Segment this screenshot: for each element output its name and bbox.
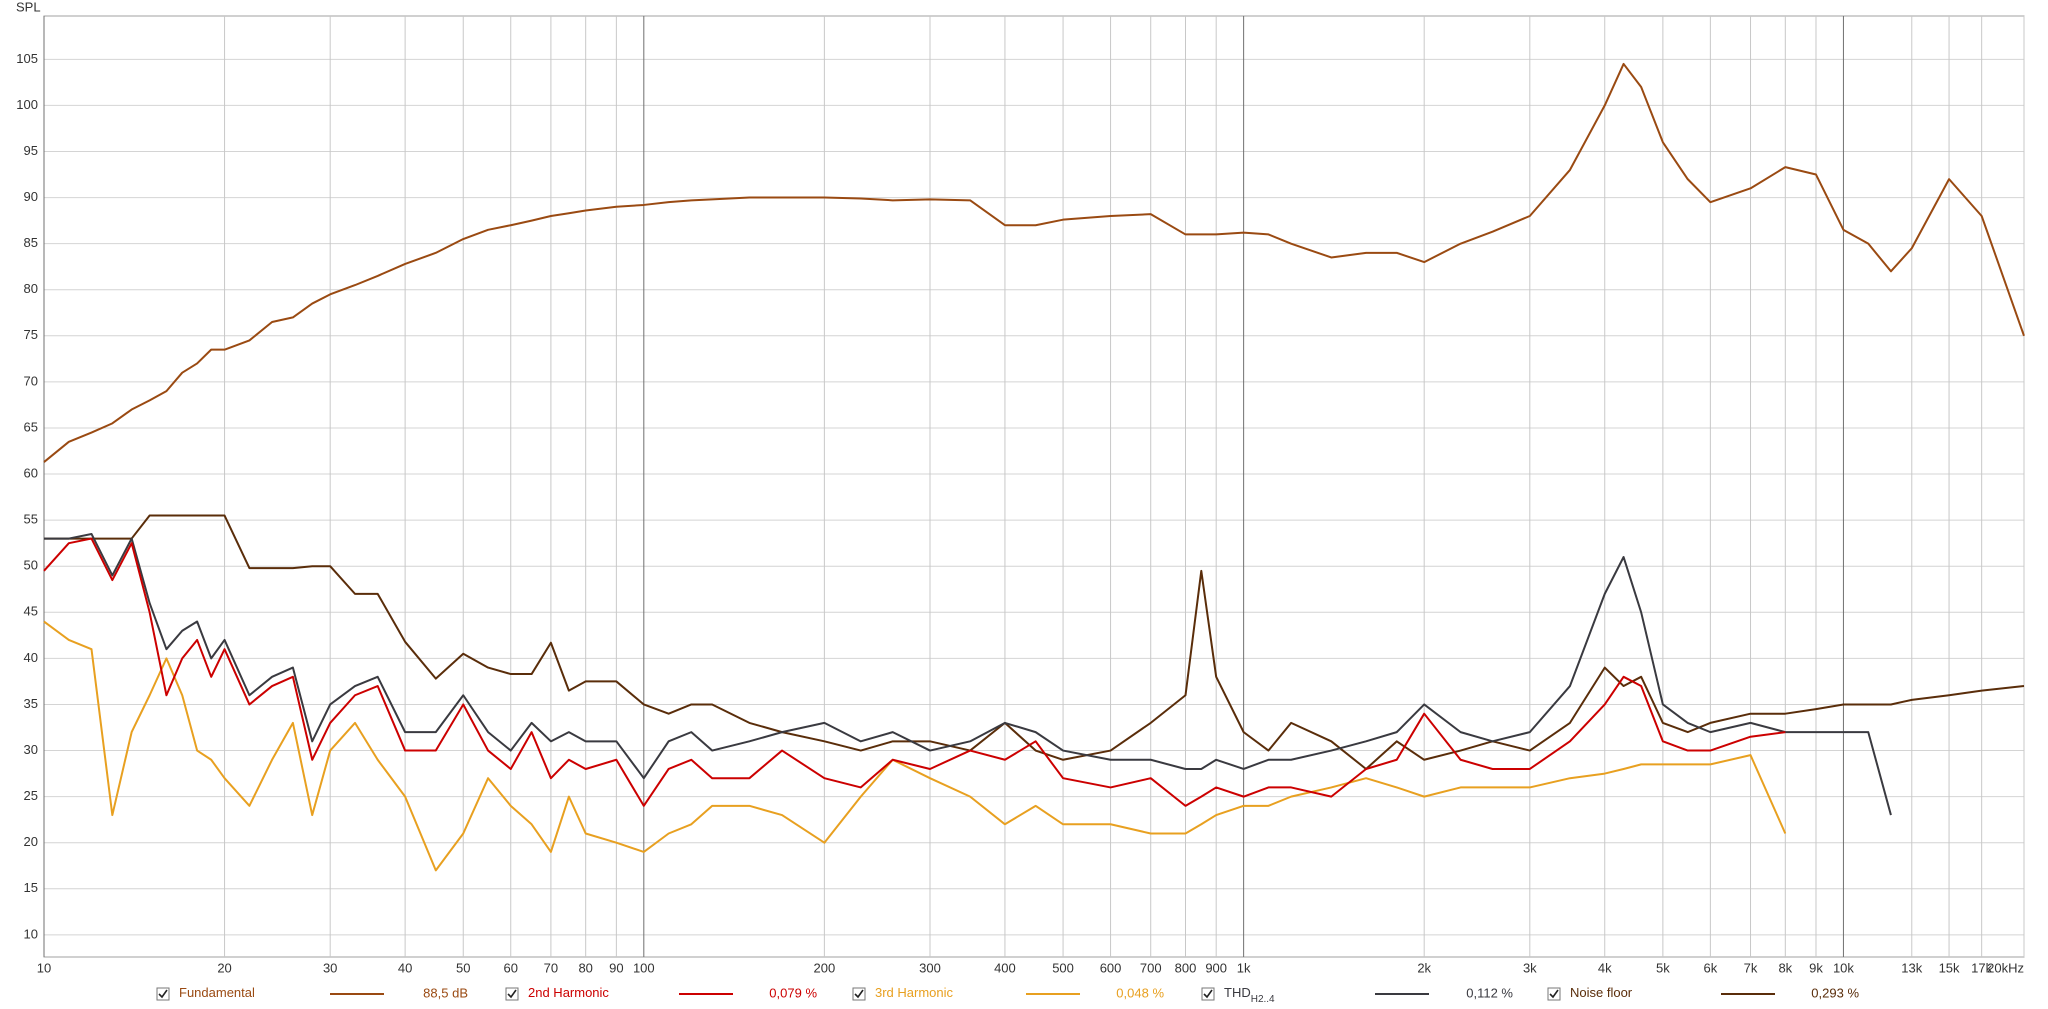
x-tick-label: 500 [1052, 960, 1074, 975]
x-tick-label: 50 [456, 960, 470, 975]
y-tick-label: 105 [16, 51, 38, 66]
legend-label: THDH2..4 [1224, 985, 1275, 1005]
x-tick-label: 2k [1417, 960, 1431, 975]
legend-name: 2nd Harmonic [528, 985, 609, 1000]
y-tick-label: 60 [24, 465, 38, 480]
legend-subscript: H2..4 [1251, 994, 1275, 1005]
x-tick-label: 60 [504, 960, 518, 975]
x-tick-label: 100 [633, 960, 655, 975]
checkbox [156, 987, 170, 1001]
x-tick-label: 40 [398, 960, 412, 975]
y-tick-label: 10 [24, 926, 38, 941]
x-tick-label: 30 [323, 960, 337, 975]
checkbox [505, 987, 519, 1001]
x-tick-label: 13k [1901, 960, 1922, 975]
legend-checkbox[interactable] [156, 987, 170, 1001]
y-tick-label: 15 [24, 880, 38, 895]
x-tick-label: 20kHz [1987, 960, 2024, 975]
x-tick-label: 70 [544, 960, 558, 975]
x-tick-label: 200 [814, 960, 836, 975]
checkbox [852, 987, 866, 1001]
legend-label: 3rd Harmonic [875, 985, 954, 1000]
legend-checkbox[interactable] [1201, 987, 1215, 1001]
legend-label: Fundamental [179, 985, 255, 1000]
x-tick-label: 6k [1704, 960, 1718, 975]
legend-value: 0,048 % [1116, 985, 1164, 1000]
series-line [43, 620, 1787, 872]
y-tick-label: 75 [24, 327, 38, 342]
legend-label: 2nd Harmonic [528, 985, 609, 1000]
x-tick-label: 10 [37, 960, 51, 975]
y-tick-label: 35 [24, 696, 38, 711]
x-tick-label: 80 [578, 960, 592, 975]
x-tick-label: 1k [1237, 960, 1251, 975]
x-tick-label: 700 [1140, 960, 1162, 975]
check-mark [854, 989, 864, 999]
legend-checkbox[interactable] [1547, 987, 1561, 1001]
check-mark [158, 989, 168, 999]
y-tick-label: 55 [24, 512, 38, 527]
legend-value: 0,293 % [1811, 985, 1859, 1000]
x-tick-label: 400 [994, 960, 1016, 975]
legend-name: Fundamental [179, 985, 255, 1000]
plot-area [43, 15, 2025, 958]
x-tick-label: 90 [609, 960, 623, 975]
checkbox [1547, 987, 1561, 1001]
legend-name: THD [1224, 985, 1251, 1000]
y-tick-label: 50 [24, 558, 38, 573]
legend-checkbox[interactable] [852, 987, 866, 1001]
check-mark [1549, 989, 1559, 999]
grid [43, 16, 2025, 957]
legend-value: 0,079 % [769, 985, 817, 1000]
series-line [43, 62, 2025, 463]
legend-name: 3rd Harmonic [875, 985, 954, 1000]
x-tick-label: 10k [1833, 960, 1854, 975]
x-tick-label: 800 [1175, 960, 1197, 975]
y-axis-label: SPL [16, 0, 41, 14]
x-tick-label: 20 [217, 960, 231, 975]
y-tick-label: 80 [24, 281, 38, 296]
series-line [44, 532, 1892, 816]
y-tick-label: 20 [24, 834, 38, 849]
x-tick-label: 3k [1523, 960, 1537, 975]
x-tick-label: 15k [1939, 960, 1960, 975]
x-tick-label: 900 [1205, 960, 1227, 975]
legend-value: 88,5 dB [423, 985, 468, 1000]
y-tick-label: 30 [24, 742, 38, 757]
x-tick-label: 8k [1778, 960, 1792, 975]
x-tick-label: 4k [1598, 960, 1612, 975]
y-tick-label: 70 [24, 373, 38, 388]
x-tick-label: 5k [1656, 960, 1670, 975]
check-mark [1203, 989, 1213, 999]
series-line [43, 537, 1786, 807]
y-tick-label: 90 [24, 189, 38, 204]
x-tick-label: 300 [919, 960, 941, 975]
check-mark [507, 989, 517, 999]
x-tick-label: 9k [1809, 960, 1823, 975]
checkbox [1201, 987, 1215, 1001]
legend-checkbox[interactable] [505, 987, 519, 1001]
y-tick-label: 25 [24, 788, 38, 803]
y-tick-label: 95 [24, 143, 38, 158]
legend-name: Noise floor [1570, 985, 1633, 1000]
y-tick-label: 100 [16, 97, 38, 112]
legend-value: 0,112 % [1466, 985, 1513, 1000]
x-tick-label: 17k [1971, 960, 1992, 975]
x-tick-label: 7k [1744, 960, 1758, 975]
y-tick-label: 40 [24, 650, 38, 665]
legend-label: Noise floor [1570, 985, 1633, 1000]
y-tick-label: 45 [24, 604, 38, 619]
y-tick-label: 65 [24, 419, 38, 434]
y-tick-label: 85 [24, 235, 38, 250]
x-tick-label: 600 [1100, 960, 1122, 975]
